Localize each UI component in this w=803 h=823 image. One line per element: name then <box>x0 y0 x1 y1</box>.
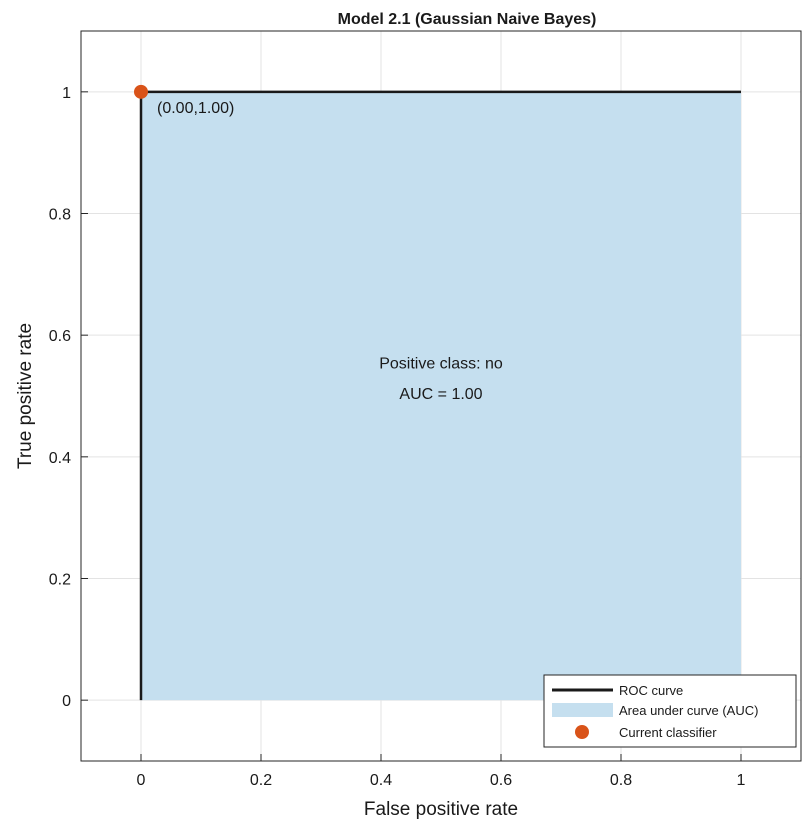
auc-annotation: AUC = 1.00 <box>399 386 482 403</box>
current-classifier-layer <box>134 84 148 99</box>
x-tick-label: 1 <box>737 772 746 789</box>
auc-area <box>141 91 741 701</box>
legend: ROC curve Area under curve (AUC) Current… <box>543 674 797 748</box>
x-tick-label: 0.2 <box>250 772 272 789</box>
current-classifier-label: (0.00,1.00) <box>157 100 234 117</box>
y-axis-label: True positive rate <box>15 323 36 469</box>
x-tick-label: 0 <box>137 772 146 789</box>
y-tick-label: 0.8 <box>49 207 71 224</box>
x-tick-label: 0.6 <box>490 772 512 789</box>
legend-label-auc: Area under curve (AUC) <box>619 703 758 718</box>
current-classifier-point <box>134 84 148 99</box>
y-tick-label: 0.2 <box>49 572 71 589</box>
y-tick-label: 0.6 <box>49 328 71 345</box>
plot-frame <box>80 30 802 762</box>
chart-title: Model 2.1 (Gaussian Naive Bayes) <box>338 11 597 28</box>
y-tick-label: 0.4 <box>49 450 71 467</box>
x-axis-ticks: 0 0.2 0.4 0.6 0.8 1 <box>137 754 746 789</box>
legend-classifier-swatch <box>575 725 589 739</box>
x-axis-label: False positive rate <box>364 799 518 820</box>
positive-class-annotation: Positive class: no <box>379 356 503 373</box>
auc-area-layer <box>141 91 741 701</box>
legend-label-roc: ROC curve <box>619 683 683 698</box>
x-tick-label: 0.4 <box>370 772 392 789</box>
legend-label-classifier: Current classifier <box>619 725 717 740</box>
legend-auc-swatch <box>552 703 613 717</box>
x-tick-label: 0.8 <box>610 772 632 789</box>
y-axis-ticks: 0 0.2 0.4 0.6 0.8 1 <box>49 85 88 710</box>
y-tick-label: 1 <box>62 85 71 102</box>
y-tick-label: 0 <box>62 693 71 710</box>
